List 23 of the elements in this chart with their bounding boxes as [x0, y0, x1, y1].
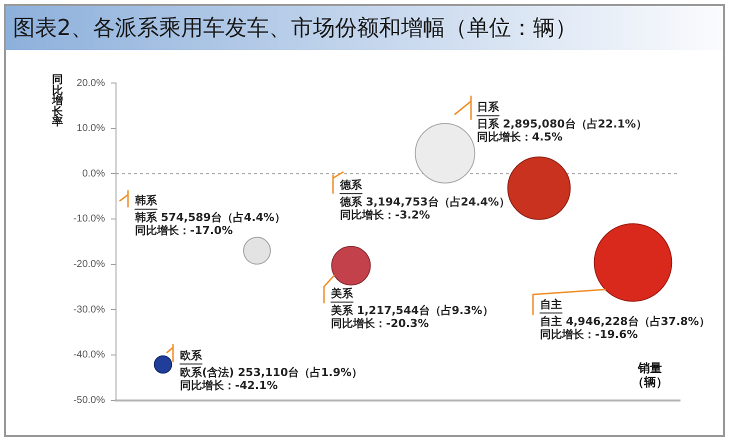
y-axis-title: 同比增长率	[52, 73, 64, 128]
annotation: 美系	[330, 287, 354, 300]
annotation: 韩系	[134, 194, 158, 208]
y-tick-label: 0.0%	[82, 168, 106, 180]
y-tick-label: 20.0%	[76, 78, 106, 89]
y-tick-label: -10.0%	[73, 214, 106, 225]
chart-title: 图表2、各派系乘用车发车、市场份额和增幅（单位：辆）	[13, 16, 577, 42]
annotation: 日系	[477, 100, 500, 114]
data-label: 欧系(含法) 253,110台（占1.9%）同比增长：-42.1%	[180, 366, 362, 392]
y-tick-label: -30.0%	[73, 304, 106, 316]
data-label: 韩系 574,589台（占4.4%）同比增长：-17.0%	[134, 211, 286, 238]
data-label: 德系 3,194,753台（占24.4%）同比增长：-3.2%	[339, 196, 510, 222]
annotation: 德系	[339, 178, 363, 192]
y-tick-label: 10.0%	[76, 123, 106, 134]
y-tick-label: -50.0%	[73, 395, 106, 406]
x-axis-title: 销量（辆）	[631, 361, 669, 389]
data-label: 自主 4,946,228台（占37.8%）同比增长：-19.6%	[540, 314, 710, 341]
annotation: 欧系	[180, 348, 203, 362]
y-tick-label: -20.0%	[73, 259, 106, 270]
annotation: 自主	[540, 298, 562, 311]
data-label: 美系 1,217,544台（占9.3%）同比增长：-20.3%	[330, 304, 494, 330]
y-tick-label: -40.0%	[73, 350, 106, 361]
data-label: 日系 2,895,080台（占22.1%）同比增长：4.5%	[477, 118, 647, 144]
